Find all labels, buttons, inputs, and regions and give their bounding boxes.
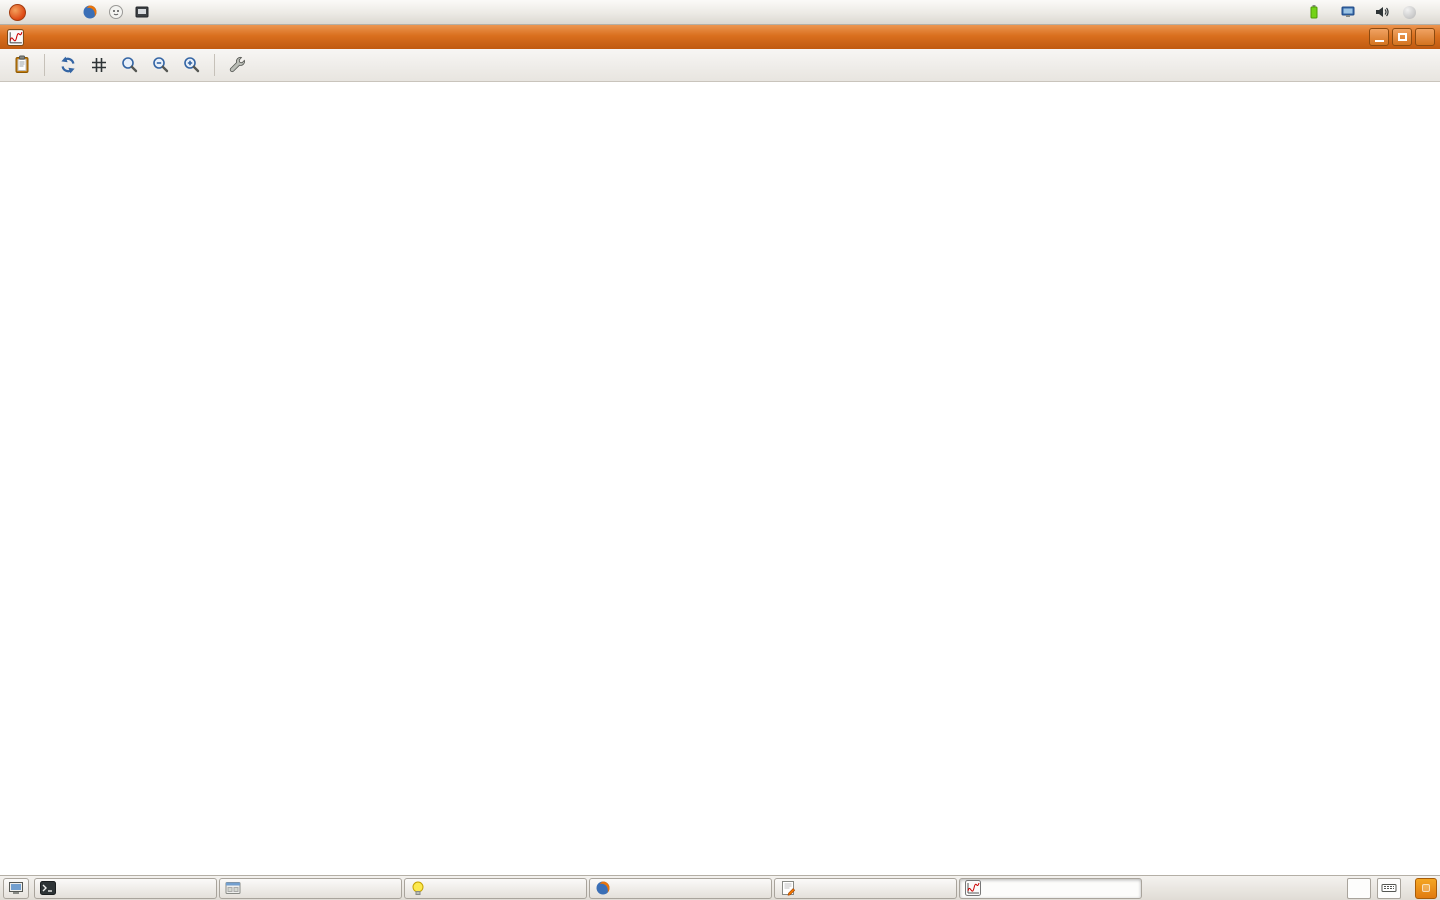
zoom-in-icon bbox=[183, 57, 199, 73]
panel-left bbox=[0, 0, 155, 24]
show-desktop-icon bbox=[9, 882, 23, 894]
zoom-in-button[interactable] bbox=[178, 52, 205, 79]
replot-button[interactable] bbox=[54, 52, 81, 79]
corner-applet-icon[interactable] bbox=[1415, 877, 1437, 899]
help-button[interactable] bbox=[255, 52, 282, 79]
tray-keyboard-button[interactable] bbox=[1377, 877, 1401, 899]
grid-button[interactable] bbox=[85, 52, 112, 79]
display-icon[interactable] bbox=[1338, 2, 1358, 22]
terminal-icon bbox=[40, 881, 56, 895]
tray-mail-button[interactable] bbox=[1347, 877, 1371, 899]
configure-button[interactable] bbox=[224, 52, 251, 79]
maximize-button[interactable] bbox=[1392, 28, 1412, 46]
taskbar-button-file-manager[interactable] bbox=[219, 877, 402, 899]
text-editor-icon bbox=[782, 881, 796, 896]
maximize-icon bbox=[1397, 33, 1407, 41]
weather-icon[interactable] bbox=[1403, 5, 1416, 19]
zoom-previous-button[interactable] bbox=[116, 52, 143, 79]
copy-to-clipboard-icon bbox=[15, 55, 28, 73]
copy-clipboard-button[interactable] bbox=[8, 52, 35, 79]
minimize-button[interactable] bbox=[1369, 28, 1389, 46]
zoom-previous-icon bbox=[121, 57, 137, 73]
gnuplot-toolbar bbox=[0, 49, 1440, 82]
close-button[interactable] bbox=[1415, 28, 1435, 46]
show-desktop-button[interactable] bbox=[3, 877, 29, 899]
firefox-launcher-icon[interactable] bbox=[80, 2, 100, 22]
screenshot-launcher-icon[interactable] bbox=[132, 2, 152, 22]
zoom-out-icon bbox=[152, 57, 168, 73]
gnuplot-icon bbox=[965, 880, 981, 896]
window-titlebar[interactable] bbox=[0, 25, 1440, 49]
panel-right bbox=[1293, 0, 1440, 24]
toolbar-separator bbox=[44, 54, 45, 76]
taskbar-button-text-editor[interactable] bbox=[774, 877, 957, 899]
file-manager-icon bbox=[225, 882, 241, 894]
configure-icon bbox=[229, 56, 245, 73]
taskbar-button-firefox[interactable] bbox=[589, 877, 772, 899]
zoom-out-button[interactable] bbox=[147, 52, 174, 79]
face-launcher-icon[interactable] bbox=[106, 2, 126, 22]
gnuplot-window-icon bbox=[7, 28, 24, 46]
menu-system[interactable] bbox=[59, 0, 77, 24]
corner-applet-glyph bbox=[1422, 884, 1430, 892]
gajim-icon bbox=[412, 881, 424, 895]
replot-icon bbox=[60, 56, 75, 74]
grid-icon bbox=[91, 58, 106, 72]
gnome-top-panel bbox=[0, 0, 1440, 25]
volume-icon[interactable] bbox=[1372, 2, 1392, 22]
plot-canvas[interactable] bbox=[0, 82, 1440, 875]
taskbar-button-terminal[interactable] bbox=[34, 877, 217, 899]
battery-icon[interactable] bbox=[1304, 2, 1324, 22]
window-buttons bbox=[1369, 28, 1435, 46]
taskbar bbox=[0, 875, 1440, 900]
taskbar-button-gnuplot[interactable] bbox=[959, 877, 1142, 899]
menu-applications[interactable] bbox=[0, 0, 41, 24]
firefox-icon bbox=[596, 881, 610, 895]
system-tray bbox=[1333, 877, 1437, 899]
gnuplot-plot-area bbox=[0, 82, 1440, 875]
minimize-icon bbox=[1375, 40, 1384, 42]
distro-logo-icon bbox=[9, 3, 26, 21]
keyboard-icon bbox=[1381, 884, 1397, 892]
menu-places[interactable] bbox=[41, 0, 59, 24]
taskbar-button-gajim[interactable] bbox=[404, 877, 587, 899]
toolbar-separator bbox=[214, 54, 215, 76]
